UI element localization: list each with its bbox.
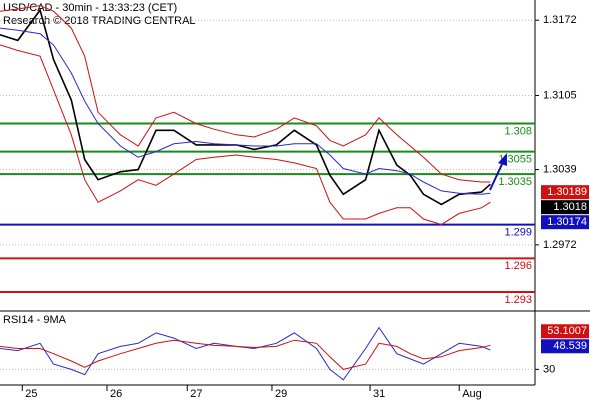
- price-tag-label: 1.30189: [547, 186, 587, 198]
- x-tick-label: 29: [275, 388, 287, 400]
- chart-subtitle: Research © 2018 TRADING CENTRAL: [3, 15, 196, 27]
- price-tag-label: 1.3018: [553, 201, 587, 213]
- price-tag: [541, 339, 589, 354]
- level-label: 1.293: [504, 294, 532, 306]
- level-label: 1.308: [504, 125, 532, 137]
- x-tick-label: Aug: [462, 388, 482, 400]
- series-line: [0, 44, 491, 226]
- price-tag-label: 1.30174: [547, 216, 587, 228]
- level-label: 1.299: [504, 227, 532, 239]
- series-line: [0, 339, 491, 370]
- price-tag-label: 53.1007: [547, 325, 587, 337]
- price-tag: [541, 200, 589, 215]
- series-line: [0, 5, 491, 183]
- level-label: 1.296: [504, 260, 532, 272]
- y-tick-label: 1.2972: [543, 239, 577, 251]
- rsi-title: RSI14 - 9MA: [3, 314, 67, 326]
- price-tag-label: 48.539: [553, 340, 587, 352]
- chart-title: USD/CAD - 30min - 13:33:23 (CET): [3, 2, 177, 14]
- y-tick-label: 1.3039: [543, 164, 577, 176]
- x-tick-label: 25: [25, 388, 37, 400]
- price-tag: [541, 324, 589, 339]
- level-label: 1.3035: [498, 176, 532, 188]
- y-tick-label: 30: [543, 363, 555, 375]
- series-line: [0, 27, 491, 195]
- arrow-head: [498, 153, 507, 166]
- x-tick-label: 27: [190, 388, 202, 400]
- y-tick-label: 1.3105: [543, 89, 577, 101]
- y-tick-label: 1.3172: [543, 14, 577, 26]
- arrow-shaft: [489, 161, 504, 191]
- forecast-arrow: [489, 153, 507, 191]
- series-line: [0, 8, 491, 206]
- price-tag: [541, 215, 589, 230]
- series-line: [0, 326, 491, 381]
- x-tick-label: 31: [373, 388, 385, 400]
- x-tick-label: 26: [110, 388, 122, 400]
- price-tag: [541, 185, 589, 200]
